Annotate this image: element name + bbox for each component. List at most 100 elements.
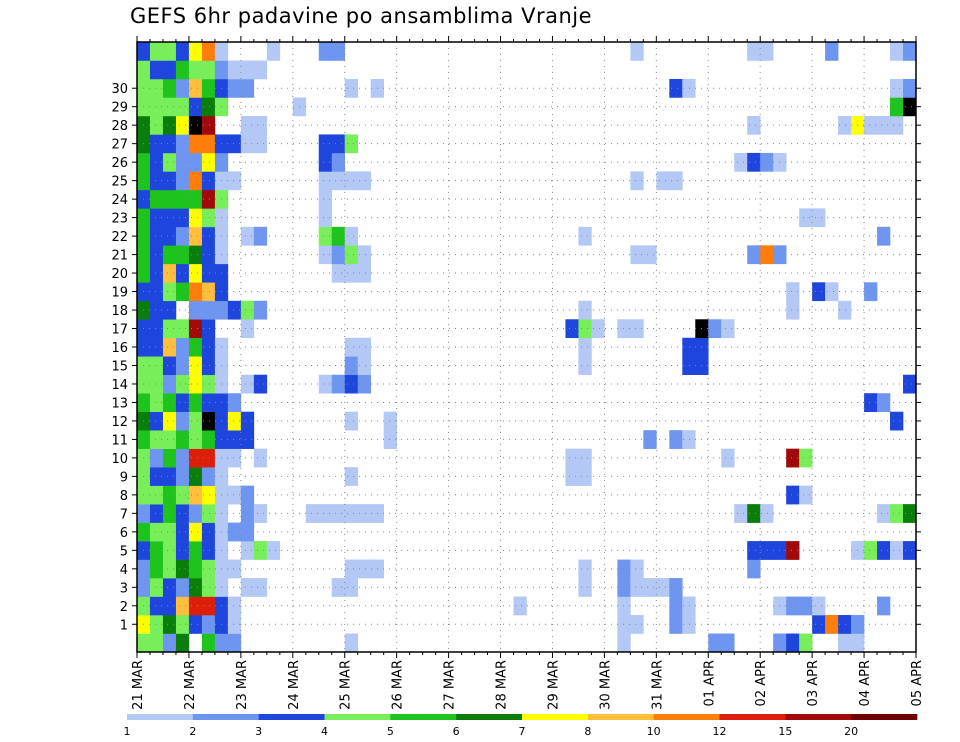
heatmap-cell xyxy=(344,171,359,191)
heatmap-cell xyxy=(188,541,203,560)
heatmap-cell xyxy=(812,596,826,616)
heatmap-cell xyxy=(240,374,255,394)
heatmap-cell xyxy=(149,541,164,560)
heatmap-cell xyxy=(565,319,579,339)
heatmap-cell xyxy=(890,504,904,523)
heatmap-cell xyxy=(149,97,164,117)
y-tick-label: 23 xyxy=(111,212,128,227)
heatmap-cell xyxy=(149,633,164,653)
heatmap-cell xyxy=(201,226,216,246)
heatmap-cell xyxy=(162,393,177,412)
heatmap-cell xyxy=(188,448,203,468)
legend-swatch xyxy=(653,714,720,720)
heatmap-cell xyxy=(864,541,878,560)
heatmap-cell xyxy=(188,504,203,523)
heatmap-cell xyxy=(578,319,592,339)
heatmap-cell xyxy=(331,245,346,265)
heatmap-cell xyxy=(188,374,203,394)
heatmap-cell xyxy=(253,541,268,560)
heatmap-cell xyxy=(903,78,917,98)
heatmap-cell xyxy=(188,337,203,357)
heatmap-cell xyxy=(188,522,203,542)
legend-label: 12 xyxy=(713,725,727,738)
heatmap-cell xyxy=(565,448,579,468)
heatmap-cell xyxy=(864,115,878,135)
heatmap-cell xyxy=(318,134,333,154)
heatmap-cell xyxy=(318,189,333,209)
heatmap-cell xyxy=(149,356,164,376)
x-tick-label: 27 MAR xyxy=(443,660,458,710)
heatmap-cell xyxy=(721,633,735,653)
heatmap-cell xyxy=(188,319,203,339)
heatmap-cell xyxy=(266,541,281,560)
heatmap-cell xyxy=(227,134,242,154)
legend-swatch xyxy=(456,714,523,720)
heatmap-cell xyxy=(864,393,878,412)
heatmap-cell xyxy=(227,411,242,431)
heatmap-cell xyxy=(240,411,255,431)
y-tick-label: 29 xyxy=(111,101,128,116)
heatmap-cell xyxy=(175,504,190,523)
heatmap-cell xyxy=(331,578,346,597)
heatmap-cell xyxy=(149,282,164,302)
heatmap-cell xyxy=(240,504,255,523)
heatmap-cell xyxy=(578,448,592,468)
heatmap-cell xyxy=(149,504,164,523)
heatmap-cell xyxy=(162,356,177,376)
heatmap-cell xyxy=(513,596,527,616)
heatmap-cell xyxy=(175,356,190,376)
heatmap-cell xyxy=(682,430,696,449)
y-tick-label: 17 xyxy=(111,323,128,338)
heatmap-cell xyxy=(630,42,644,61)
heatmap-cell xyxy=(162,578,177,597)
heatmap-cell xyxy=(137,633,151,653)
y-axis: 1234567891011121314151617181920212223242… xyxy=(111,82,921,633)
heatmap-cell xyxy=(188,282,203,302)
heatmap-cell xyxy=(175,226,190,246)
heatmap-cell xyxy=(227,60,242,80)
heatmap-cell xyxy=(786,282,800,302)
heatmap-cell xyxy=(162,448,177,468)
heatmap-cell xyxy=(149,189,164,209)
heatmap-cell xyxy=(149,411,164,431)
heatmap-cell xyxy=(149,300,164,320)
heatmap-cell xyxy=(357,356,371,376)
x-tick-label: 28 MAR xyxy=(495,660,510,710)
heatmap-cell xyxy=(201,282,216,302)
heatmap-cell xyxy=(175,485,190,505)
heatmap-cell xyxy=(344,374,359,394)
heatmap-cell xyxy=(630,578,644,597)
heatmap-cell xyxy=(799,448,813,468)
y-tick-label: 7 xyxy=(120,507,128,522)
heatmap-cell xyxy=(760,245,774,265)
heatmap-cell xyxy=(149,134,164,154)
heatmap-cell xyxy=(630,245,644,265)
heatmap-cell xyxy=(201,559,216,579)
x-tick-label: 26 MAR xyxy=(391,660,406,710)
heatmap-cell xyxy=(201,430,216,449)
heatmap-cell xyxy=(162,60,177,80)
heatmap-cell xyxy=(890,115,904,135)
heatmap-cell xyxy=(357,245,371,265)
heatmap-cell xyxy=(331,171,346,191)
y-tick-label: 2 xyxy=(120,600,128,615)
heatmap-cell xyxy=(175,578,190,597)
legend-label: 2 xyxy=(189,725,196,738)
heatmap-cell xyxy=(799,485,813,505)
y-tick-label: 20 xyxy=(111,267,128,282)
heatmap-cell xyxy=(201,78,216,98)
heatmap-cell xyxy=(162,633,177,653)
heatmap-cell xyxy=(214,633,229,653)
legend-swatch xyxy=(522,714,589,720)
heatmap-cell xyxy=(188,78,203,98)
heatmap-cell xyxy=(630,615,644,634)
heatmap-cell xyxy=(331,152,346,172)
heatmap-cell xyxy=(344,263,359,283)
heatmap-cell xyxy=(201,596,216,616)
heatmap-cell xyxy=(149,596,164,616)
y-tick-label: 12 xyxy=(111,415,128,430)
heatmap-cell xyxy=(149,263,164,283)
heatmap-cell xyxy=(877,393,891,412)
heatmap-cell xyxy=(162,42,177,61)
heatmap-cell xyxy=(201,541,216,560)
